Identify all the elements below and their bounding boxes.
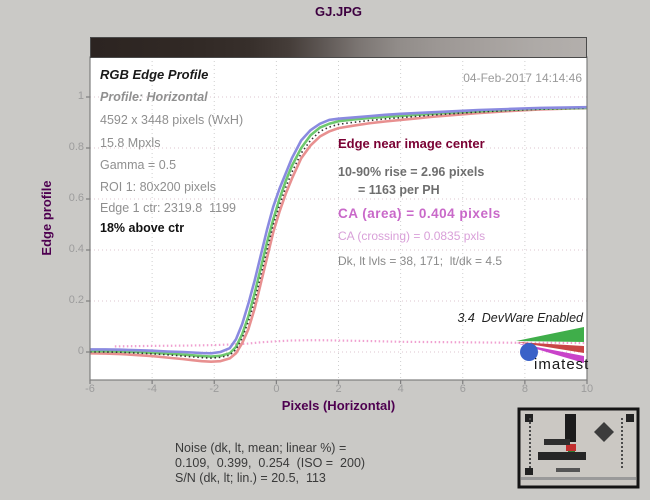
image-dimensions: 4592 x 3448 pixels (WxH): [100, 113, 244, 127]
imatest-logo-icon: [516, 327, 584, 363]
imatest-logo-text: imatest: [534, 356, 590, 373]
rise-distance: 10-90% rise = 2.96 pixels: [338, 165, 485, 179]
x-tick-label: 10: [580, 383, 594, 395]
plot-heading: RGB Edge Profile: [100, 67, 209, 82]
y-tick-label: 0.6: [68, 192, 84, 204]
x-tick-label: 8: [521, 383, 528, 395]
noise-values: 0.109, 0.399, 0.254 (ISO = 200): [175, 456, 366, 470]
y-tick-label: 0: [77, 345, 84, 357]
ca-area-value: CA (area) = 0.404 pixels: [338, 206, 501, 221]
gamma-value: Gamma = 0.5: [100, 158, 177, 172]
x-tick-label: -4: [147, 383, 158, 395]
tone-gradient-bar: [90, 37, 587, 58]
edge-center-coords: Edge 1 ctr: 2319.8 1199: [100, 201, 236, 215]
x-tick-label: -2: [209, 383, 220, 395]
test-chart-thumbnail: [517, 407, 640, 489]
edge-location-heading: Edge near image center: [338, 136, 485, 151]
profile-orientation: Profile: Horizontal: [100, 90, 208, 104]
dark-light-levels: Dk, lt lvls = 38, 171; lt/dk = 4.5: [338, 254, 503, 268]
snr-values: S/N (dk, lt; lin.) = 20.5, 113: [175, 471, 326, 485]
ca-crossing-value: CA (crossing) = 0.0835 pxls: [338, 229, 486, 243]
megapixels: 15.8 Mpxls: [100, 136, 161, 150]
x-tick-label: 2: [335, 383, 342, 395]
version-note: 3.4 DevWare Enabled: [457, 311, 583, 325]
x-tick-label: 0: [273, 383, 280, 395]
x-axis-label: Pixels (Horizontal): [281, 398, 396, 413]
y-tick-label: 0.4: [68, 243, 84, 255]
above-center-note: 18% above ctr: [100, 221, 185, 235]
y-axis-label: Edge profile: [39, 180, 54, 256]
y-tick-label: 1: [77, 90, 84, 102]
x-tick-label: -6: [85, 383, 95, 395]
noise-label: Noise (dk, lt, mean; linear %) =: [175, 441, 347, 455]
timestamp: 04-Feb-2017 14:14:46: [463, 71, 582, 85]
roi-size: ROI 1: 80x200 pixels: [100, 180, 217, 194]
rise-per-ph: = 1163 per PH: [358, 183, 440, 197]
x-tick-label: 6: [459, 383, 466, 395]
figure-title: GJ.JPG: [315, 4, 362, 19]
y-tick-label: 0.2: [68, 294, 84, 306]
y-tick-label: 0.8: [68, 141, 84, 153]
x-tick-label: 4: [397, 383, 404, 395]
